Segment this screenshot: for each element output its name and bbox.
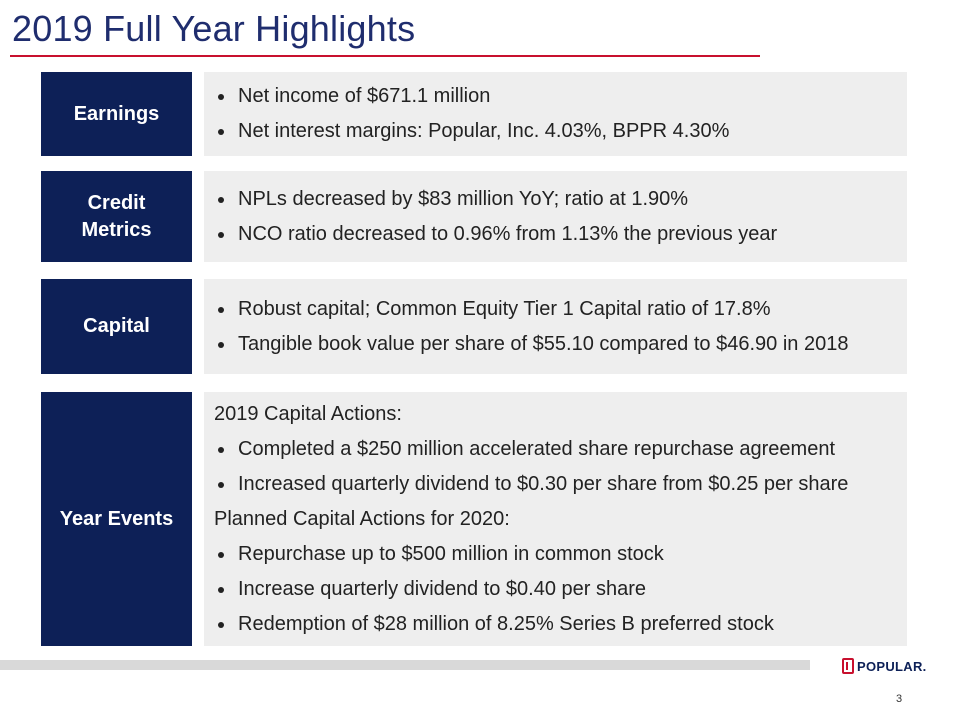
bullet-item: Robust capital; Common Equity Tier 1 Cap… <box>214 292 907 327</box>
footer-bar <box>0 660 810 670</box>
bullet-item: Redemption of $28 million of 8.25% Serie… <box>214 607 907 642</box>
row-content-earnings: Net income of $671.1 million Net interes… <box>204 72 907 156</box>
bullet-item: NPLs decreased by $83 million YoY; ratio… <box>214 182 907 217</box>
title-underline <box>10 55 760 57</box>
bullet-item: Tangible book value per share of $55.10 … <box>214 327 907 362</box>
section-heading: 2019 Capital Actions: <box>214 402 402 425</box>
row-content-credit-metrics: NPLs decreased by $83 million YoY; ratio… <box>204 171 907 262</box>
row-content-year-events: 2019 Capital Actions: Completed a $250 m… <box>204 392 907 646</box>
bullet-item: Increase quarterly dividend to $0.40 per… <box>214 572 907 607</box>
page-number: 3 <box>896 693 903 705</box>
bullet-item: NCO ratio decreased to 0.96% from 1.13% … <box>214 217 907 252</box>
row-label-earnings: Earnings <box>41 72 192 156</box>
bullet-item: Net interest margins: Popular, Inc. 4.03… <box>214 114 907 149</box>
row-label-credit-metrics: Credit Metrics <box>41 171 192 262</box>
bullet-item: Net income of $671.1 million <box>214 79 907 114</box>
popular-logo: POPULAR. <box>842 656 927 676</box>
logo-text: POPULAR. <box>857 658 927 674</box>
slide-title: 2019 Full Year Highlights <box>12 8 416 49</box>
bullet-item: Completed a $250 million accelerated sha… <box>214 432 907 467</box>
bullet-item: Increased quarterly dividend to $0.30 pe… <box>214 467 907 502</box>
bullet-item: Repurchase up to $500 million in common … <box>214 537 907 572</box>
popular-logo-icon <box>842 658 854 674</box>
section-heading: Planned Capital Actions for 2020: <box>214 507 510 530</box>
row-label-capital: Capital <box>41 279 192 374</box>
row-content-capital: Robust capital; Common Equity Tier 1 Cap… <box>204 279 907 374</box>
row-label-year-events: Year Events <box>41 392 192 646</box>
